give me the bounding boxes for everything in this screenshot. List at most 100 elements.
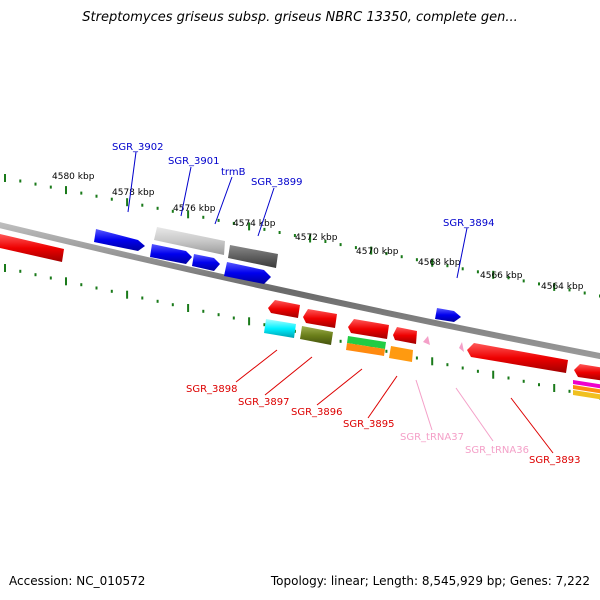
gene-label-sgr3898[interactable]: SGR_3898 — [186, 384, 238, 395]
scale-label-4572: 4572 kbp — [295, 233, 338, 243]
upper-ruler-minor-tick — [324, 240, 327, 243]
gene-feature[interactable] — [150, 244, 192, 264]
gene-feature-trmb[interactable] — [228, 245, 278, 268]
lower-ruler-minor-tick — [461, 366, 464, 370]
upper-ruler-major-tick — [248, 222, 251, 231]
lower-ruler-minor-tick — [263, 323, 266, 327]
gene-feature[interactable] — [224, 262, 271, 284]
lower-ruler-minor-tick — [141, 296, 144, 300]
gene-feature[interactable] — [573, 390, 600, 400]
gene-feature-sgr3895-b[interactable] — [389, 346, 413, 362]
gene-feature-sgr3898-b[interactable] — [264, 319, 296, 338]
lower-ruler-minor-tick — [19, 269, 22, 273]
lower-ruler-minor-tick — [339, 339, 342, 343]
upper-ruler-major-tick — [553, 282, 556, 291]
upper-ruler-minor-tick — [507, 276, 510, 280]
upper-ruler-major-tick — [4, 174, 6, 182]
lower-ruler-minor-tick — [507, 376, 510, 380]
gene-label-sgr3897[interactable]: SGR_3897 — [238, 397, 290, 408]
trna-feature-37[interactable] — [423, 336, 430, 345]
gene-label-sgr3896[interactable]: SGR_3896 — [291, 407, 343, 418]
lower-ruler-major-tick — [248, 317, 251, 326]
lower-ruler-major-tick — [187, 304, 190, 312]
trna-feature-36[interactable] — [459, 342, 464, 352]
lower-ruler-minor-tick — [110, 289, 113, 293]
gene-feature-sgr3896-b[interactable] — [347, 336, 386, 349]
gene-feature-sgr3896[interactable] — [348, 319, 389, 339]
upper-ruler-minor-tick — [263, 227, 266, 231]
lower-ruler-minor-tick — [156, 299, 159, 303]
genome-backbone — [0, 222, 600, 360]
lower-ruler-minor-tick — [446, 363, 449, 367]
upper-ruler-minor-tick — [110, 197, 113, 201]
upper-ruler-minor-tick — [278, 231, 281, 234]
lower-ruler-minor-tick — [232, 316, 235, 320]
upper-ruler-minor-tick — [19, 179, 22, 183]
upper-scale-ruler — [4, 174, 600, 298]
gene-feature-sgr3901[interactable] — [154, 227, 225, 255]
upper-ruler-minor-tick — [446, 264, 449, 268]
upper-ruler-minor-tick — [476, 270, 479, 274]
gene-feature-sgr3897[interactable] — [303, 309, 337, 328]
gene-feature[interactable] — [573, 385, 600, 394]
accession-text: Accession: NC_010572 — [9, 574, 146, 588]
upper-ruler-major-tick — [187, 210, 190, 219]
scale-label-4578: 4578 kbp — [112, 188, 155, 198]
upper-ruler-minor-tick — [354, 246, 357, 250]
upper-ruler-minor-tick — [583, 291, 586, 295]
upper-ruler-major-tick — [370, 246, 373, 255]
gene-label-sgr3893[interactable]: SGR_3893 — [529, 455, 581, 466]
gene-feature[interactable] — [94, 229, 145, 251]
scale-label-4568: 4568 kbp — [418, 258, 461, 268]
scale-label-4574: 4574 kbp — [233, 219, 276, 229]
lower-ruler-minor-tick — [34, 273, 37, 277]
lower-ruler-minor-tick — [476, 369, 479, 373]
gene-label-sgr3894[interactable]: SGR_3894 — [443, 218, 495, 229]
gene-feature-sgr3897-b[interactable] — [300, 326, 333, 345]
gene-feature[interactable] — [192, 254, 220, 271]
gene-feature-sgr3898[interactable] — [268, 300, 300, 318]
lower-ruler-minor-tick — [415, 356, 418, 360]
lower-ruler-major-tick — [553, 384, 556, 392]
lower-ruler-minor-tick — [202, 309, 205, 313]
lower-ruler-minor-tick — [80, 283, 83, 287]
lower-ruler-minor-tick — [522, 379, 525, 383]
upper-ruler-minor-tick — [217, 218, 220, 222]
lower-ruler-major-tick — [126, 290, 129, 299]
upper-ruler-minor-tick — [202, 215, 205, 219]
lower-ruler-major-tick — [492, 370, 495, 379]
scale-labels: 4580 kbp 4578 kbp 4576 kbp 4574 kbp 4572… — [52, 172, 584, 292]
gene-feature-sgr3896-c[interactable] — [346, 343, 385, 356]
scale-label-4580: 4580 kbp — [52, 172, 95, 182]
gene-label-sgr3899[interactable]: SGR_3899 — [251, 177, 303, 188]
gene-feature-sgr3895[interactable] — [393, 327, 417, 344]
upper-ruler-major-tick — [126, 198, 129, 207]
gene-label-sgr-trna36[interactable]: SGR_tRNA36 — [465, 445, 529, 456]
upper-ruler-minor-tick — [34, 182, 37, 186]
gene-label-sgr3902[interactable]: SGR_3902 — [112, 142, 164, 153]
upper-ruler-minor-tick — [141, 203, 144, 207]
upper-ruler-minor-tick — [415, 258, 418, 262]
map-title: Streptomyces griseus subsp. griseus NBRC… — [82, 10, 518, 25]
gene-label-trmb[interactable]: trmB — [221, 167, 246, 178]
forward-strand-features — [94, 227, 461, 322]
lower-ruler-major-tick — [65, 277, 67, 286]
upper-ruler-minor-tick — [385, 252, 388, 256]
lower-ruler-minor-tick — [538, 383, 540, 387]
upper-ruler-minor-tick — [522, 279, 525, 283]
gene-label-sgr3901[interactable]: SGR_3901 — [168, 156, 220, 167]
gene-label-sgr3895[interactable]: SGR_3895 — [343, 419, 395, 430]
upper-ruler-minor-tick — [156, 206, 159, 210]
gene-feature[interactable] — [573, 380, 600, 389]
upper-ruler-minor-tick — [400, 255, 403, 259]
upper-ruler-minor-tick — [232, 221, 235, 225]
upper-ruler-minor-tick — [538, 282, 540, 286]
upper-ruler-major-tick — [431, 258, 434, 267]
gene-feature-sgr3893[interactable] — [467, 343, 568, 373]
gene-feature[interactable] — [574, 364, 600, 381]
lower-ruler-minor-tick — [385, 349, 388, 353]
gene-label-sgr-trna37[interactable]: SGR_tRNA37 — [400, 432, 464, 443]
gene-feature-sgr3894[interactable] — [435, 308, 461, 322]
gene-feature[interactable] — [0, 234, 64, 262]
